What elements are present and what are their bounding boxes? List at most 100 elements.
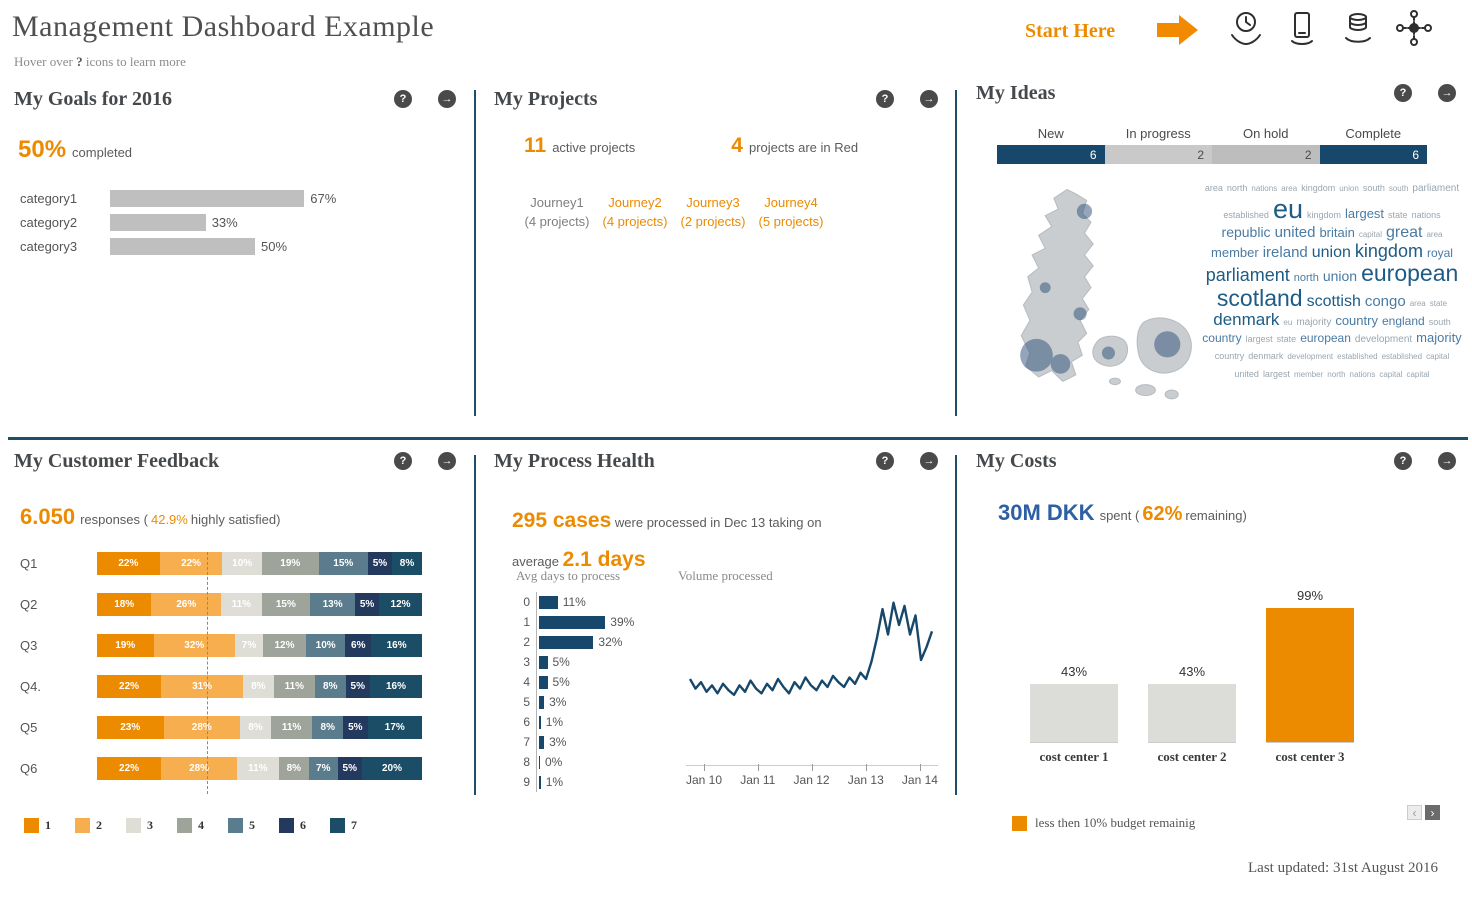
hist-bar[interactable] xyxy=(539,635,594,649)
status-segment[interactable]: 2 xyxy=(1212,145,1320,164)
cloud-word[interactable]: denmark xyxy=(1248,351,1284,362)
cloud-word[interactable]: area xyxy=(1204,183,1223,193)
cloud-word[interactable]: area xyxy=(1426,230,1443,240)
feedback-segment[interactable]: 19% xyxy=(97,634,154,657)
feedback-segment[interactable]: 12% xyxy=(379,593,422,616)
cloud-word[interactable]: capital xyxy=(1406,369,1430,379)
feedback-segment[interactable]: 11% xyxy=(273,675,316,698)
cloud-word[interactable]: royal xyxy=(1426,245,1453,260)
cloud-word[interactable]: union xyxy=(1322,268,1358,285)
arrow-icon[interactable]: → xyxy=(438,90,456,108)
hist-bar[interactable] xyxy=(539,615,606,629)
cloud-word[interactable]: european xyxy=(1300,331,1351,346)
cloud-word[interactable]: scottish xyxy=(1306,292,1361,310)
cloud-word[interactable]: state xyxy=(1429,298,1448,308)
legend-item[interactable]: 2 xyxy=(75,818,102,833)
feedback-segment[interactable]: 15% xyxy=(261,593,311,616)
hist-bar[interactable] xyxy=(539,595,558,609)
cloud-word[interactable]: nations xyxy=(1251,184,1278,193)
feedback-segment[interactable]: 11% xyxy=(221,593,262,616)
legend-item[interactable]: 4 xyxy=(177,818,204,833)
goal-bar[interactable]: 67% xyxy=(110,189,400,207)
cloud-word[interactable]: member xyxy=(1211,244,1259,260)
feedback-segment[interactable]: 8% xyxy=(240,716,271,739)
cloud-word[interactable]: development xyxy=(1354,334,1413,346)
cloud-word[interactable]: largest xyxy=(1345,206,1385,222)
help-icon[interactable]: ? xyxy=(394,90,412,108)
start-here-arrow-icon[interactable] xyxy=(1157,15,1198,45)
feedback-segment[interactable]: 28% xyxy=(161,757,238,780)
help-icon[interactable]: ? xyxy=(876,452,894,470)
feedback-segment[interactable]: 22% xyxy=(97,675,162,698)
hist-bar[interactable] xyxy=(539,675,548,689)
cloud-word[interactable]: north xyxy=(1327,369,1346,379)
feedback-segment[interactable]: 22% xyxy=(159,552,223,575)
cloud-word[interactable]: majority xyxy=(1296,316,1332,328)
cloud-word[interactable]: denmark xyxy=(1213,309,1280,329)
feedback-segment[interactable]: 10% xyxy=(306,634,346,657)
cloud-word[interactable]: capital xyxy=(1426,352,1450,362)
cloud-word[interactable]: eu xyxy=(1283,317,1293,327)
feedback-segment[interactable]: 8% xyxy=(278,757,310,780)
cost-bar[interactable] xyxy=(1030,684,1118,742)
feedback-segment[interactable]: 6% xyxy=(345,634,372,657)
cloud-word[interactable]: established xyxy=(1223,210,1269,221)
cost-bar[interactable] xyxy=(1266,608,1354,742)
cloud-word[interactable]: union xyxy=(1311,243,1351,261)
legend-item[interactable]: 1 xyxy=(24,818,51,833)
arrow-icon[interactable]: → xyxy=(920,452,938,470)
feedback-segment[interactable]: 11% xyxy=(237,757,279,780)
cloud-word[interactable]: kingdom xyxy=(1354,240,1423,261)
feedback-segment[interactable]: 31% xyxy=(161,675,244,698)
feedback-segment[interactable]: 5% xyxy=(345,675,370,698)
legend-item[interactable]: 6 xyxy=(279,818,306,833)
feedback-segment[interactable]: 11% xyxy=(270,716,313,739)
cloud-word[interactable]: state xyxy=(1276,334,1297,345)
feedback-segment[interactable]: 23% xyxy=(97,716,164,739)
hist-bar[interactable] xyxy=(539,695,545,709)
cloud-word[interactable]: congo xyxy=(1364,292,1406,310)
status-segment[interactable]: 6 xyxy=(1319,145,1427,164)
journey-item[interactable]: Journey1 (4 projects) xyxy=(518,194,596,232)
pager-next-button[interactable]: › xyxy=(1425,805,1440,820)
cloud-word[interactable]: kingdom xyxy=(1301,183,1336,193)
org-network-icon[interactable] xyxy=(1394,8,1434,48)
help-icon[interactable]: ? xyxy=(1394,84,1412,102)
feedback-segment[interactable]: 32% xyxy=(153,634,236,657)
cloud-word[interactable]: eu xyxy=(1272,194,1303,225)
cloud-word[interactable]: nations xyxy=(1349,369,1376,379)
cloud-word[interactable]: united xyxy=(1274,224,1316,242)
feedback-segment[interactable]: 8% xyxy=(312,716,344,739)
journey-item[interactable]: Journey4 (5 projects) xyxy=(752,194,830,232)
cloud-word[interactable]: north xyxy=(1226,183,1248,193)
journey-item[interactable]: Journey3 (2 projects) xyxy=(674,194,752,232)
feedback-segment[interactable]: 7% xyxy=(309,757,338,780)
feedback-segment[interactable]: 22% xyxy=(97,757,162,780)
arrow-icon[interactable]: → xyxy=(438,452,456,470)
feedback-segment[interactable]: 17% xyxy=(367,716,422,739)
feedback-segment[interactable]: 10% xyxy=(222,552,262,575)
cloud-word[interactable]: largest xyxy=(1262,368,1290,379)
cloud-word[interactable]: capital xyxy=(1379,369,1403,379)
coins-hand-icon[interactable] xyxy=(1338,8,1378,48)
cloud-word[interactable]: nations xyxy=(1411,210,1441,221)
clock-hands-icon[interactable] xyxy=(1226,8,1266,48)
feedback-segment[interactable]: 8% xyxy=(392,552,423,575)
cloud-word[interactable]: parliament xyxy=(1205,265,1290,286)
legend-item[interactable]: 3 xyxy=(126,818,153,833)
feedback-segment[interactable]: 7% xyxy=(235,634,263,657)
cost-bar[interactable] xyxy=(1148,684,1236,742)
cloud-word[interactable]: state xyxy=(1388,210,1408,221)
hist-bar[interactable] xyxy=(539,715,541,729)
legend-item[interactable]: 5 xyxy=(228,818,255,833)
help-icon[interactable]: ? xyxy=(1394,452,1412,470)
cloud-word[interactable]: england xyxy=(1381,313,1425,328)
hist-bar[interactable] xyxy=(539,755,540,769)
feedback-segment[interactable]: 8% xyxy=(315,675,346,698)
status-segment[interactable]: 6 xyxy=(997,145,1105,164)
hist-bar[interactable] xyxy=(539,655,548,669)
cloud-word[interactable]: country xyxy=(1214,351,1245,362)
feedback-segment[interactable]: 5% xyxy=(355,593,380,616)
feedback-segment[interactable]: 5% xyxy=(367,552,393,575)
feedback-segment[interactable]: 5% xyxy=(337,757,362,780)
